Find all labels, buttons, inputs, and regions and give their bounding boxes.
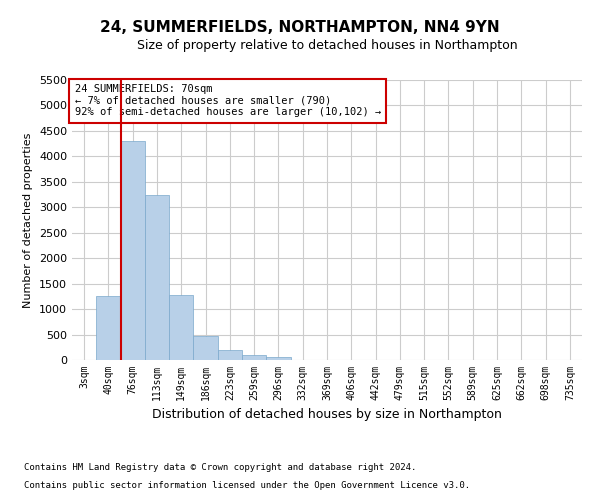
Text: Contains HM Land Registry data © Crown copyright and database right 2024.: Contains HM Land Registry data © Crown c… <box>24 464 416 472</box>
Title: Size of property relative to detached houses in Northampton: Size of property relative to detached ho… <box>137 40 517 52</box>
Bar <box>145 194 169 360</box>
Bar <box>266 357 290 360</box>
Bar <box>193 336 218 360</box>
Bar <box>96 296 121 360</box>
Y-axis label: Number of detached properties: Number of detached properties <box>23 132 34 308</box>
Bar <box>169 295 193 360</box>
Text: Contains public sector information licensed under the Open Government Licence v3: Contains public sector information licen… <box>24 481 470 490</box>
Bar <box>121 141 145 360</box>
Text: 24, SUMMERFIELDS, NORTHAMPTON, NN4 9YN: 24, SUMMERFIELDS, NORTHAMPTON, NN4 9YN <box>100 20 500 35</box>
Bar <box>218 350 242 360</box>
Bar <box>242 356 266 360</box>
X-axis label: Distribution of detached houses by size in Northampton: Distribution of detached houses by size … <box>152 408 502 422</box>
Text: 24 SUMMERFIELDS: 70sqm
← 7% of detached houses are smaller (790)
92% of semi-det: 24 SUMMERFIELDS: 70sqm ← 7% of detached … <box>74 84 381 117</box>
